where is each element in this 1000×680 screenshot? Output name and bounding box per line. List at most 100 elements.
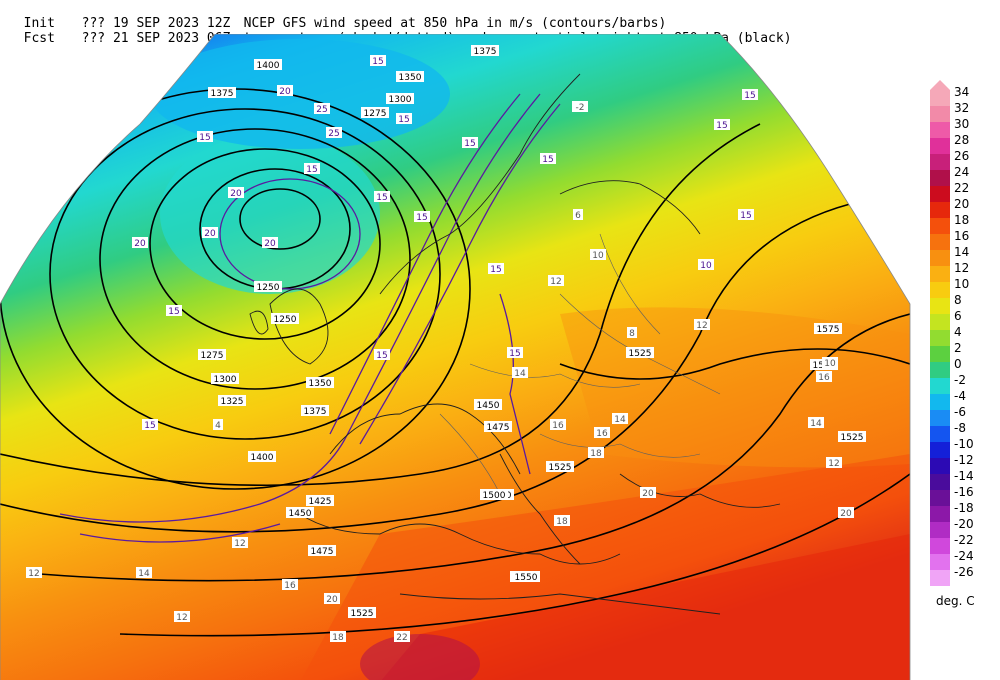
temperature-label: 14 <box>136 567 152 579</box>
height-contour-label-text: 1425 <box>309 497 332 507</box>
borders <box>439 233 721 495</box>
legend-swatch <box>930 138 950 154</box>
legend-label: 14 <box>954 245 970 259</box>
temperature-label-text: 18 <box>556 517 568 527</box>
height-contour-label-text: 1475 <box>487 423 510 433</box>
height-contour-label: 1375 <box>471 45 499 57</box>
height-contour-label: 1525 <box>838 431 866 443</box>
height-contour-label-text: 1250 <box>257 283 280 293</box>
temperature-label-text: 14 <box>810 419 822 429</box>
wind-contour-label-text: 10 <box>700 261 712 271</box>
height-contour-label: 1400 <box>254 59 282 71</box>
wind-contour-label-text: 15 <box>740 211 751 221</box>
wind-contour-label: 15 <box>507 347 523 359</box>
wind-contour-label: 15 <box>304 163 320 175</box>
temperature-label-text: 12 <box>176 613 187 623</box>
legend-label: 12 <box>954 261 970 275</box>
wind-contour-label-text: 15 <box>168 307 179 317</box>
height-contour-label: 1500 <box>480 489 508 501</box>
legend-label: 6 <box>954 309 962 323</box>
legend-swatch <box>930 298 950 314</box>
temperature-label-text: 18 <box>590 449 602 459</box>
wind-contour-label-text: 15 <box>398 115 409 125</box>
temperature-label-text: 4 <box>215 421 221 431</box>
temperature-label: 10 <box>822 357 838 369</box>
legend-swatch <box>930 330 950 346</box>
wind-contour-label: 10 <box>698 259 714 271</box>
legend-swatch <box>930 218 950 234</box>
temperature-legend: 34 32 30 28 26 24 22 20 18 16 14 12 10 8 6 4 2 0 -2 -4 -6 -8-… <box>928 80 998 586</box>
height-contour-label-text: 1525 <box>629 349 652 359</box>
legend-swatch <box>930 250 950 266</box>
height-contour-label: 1400 <box>248 451 276 463</box>
init-label: Init <box>23 16 55 31</box>
legend-label: 0 <box>954 357 962 371</box>
legend-swatch <box>930 490 950 506</box>
temperature-label-text: 12 <box>234 539 245 549</box>
legend-label: -24 <box>954 549 974 563</box>
height-contour-label-text: 1525 <box>351 609 374 619</box>
legend-label: 2 <box>954 341 962 355</box>
height-contour-label-text: 1350 <box>309 379 332 389</box>
temperature-label: 16 <box>282 579 298 591</box>
wind-contour-label: 15 <box>166 305 182 317</box>
map-area <box>0 34 910 680</box>
temperature-label-text: 10 <box>824 359 836 369</box>
height-contour-label-text: 1300 <box>389 95 412 105</box>
temperature-label: 18 <box>554 515 570 527</box>
legend-top-arrow <box>930 80 950 90</box>
wind-contour-label: 15 <box>488 263 504 275</box>
wind-contour-label-text: 25 <box>316 105 327 115</box>
legend-swatch <box>930 426 950 442</box>
temperature-label-text: 12 <box>696 321 707 331</box>
temperature-label: 16 <box>594 427 610 439</box>
legend-label: 24 <box>954 165 970 179</box>
height-contour-label: 1450 <box>286 507 314 519</box>
temperature-label: 12 <box>26 567 42 579</box>
legend-label: -8 <box>954 421 966 435</box>
temperature-label-text: 20 <box>840 509 852 519</box>
temperature-label-text: -2 <box>576 103 585 113</box>
legend-label: -12 <box>954 453 974 467</box>
cold-air-north <box>150 39 450 149</box>
wind-contour-label-text: 15 <box>376 351 387 361</box>
temperature-label-text: 20 <box>326 595 338 605</box>
height-contour-label-text: 1375 <box>211 89 234 99</box>
temperature-label: 14 <box>612 413 628 425</box>
height-contour-label: 1250 <box>271 313 299 325</box>
height-contour-label-text: 1500 <box>483 491 506 501</box>
weather-map: 1400137513751350130012751250125012751300… <box>0 34 911 680</box>
legend-swatch <box>930 90 950 106</box>
legend-swatch <box>930 410 950 426</box>
contour-labels: 1400137513751350130012751250125012751300… <box>26 45 866 643</box>
height-contour-label: 1525 <box>348 607 376 619</box>
wind-contour-label: 15 <box>414 211 430 223</box>
legend-swatch <box>930 506 950 522</box>
chart-title-line-1: NCEP GFS wind speed at 850 hPa in m/s (c… <box>243 16 667 31</box>
legend-label: 18 <box>954 213 970 227</box>
init-time: ??? 19 SEP 2023 12Z <box>81 16 231 31</box>
legend-label: 30 <box>954 117 970 131</box>
legend-label: -4 <box>954 389 966 403</box>
wind-contour-label: 20 <box>277 85 293 97</box>
legend-swatch <box>930 154 950 170</box>
temperature-label: 12 <box>694 319 710 331</box>
temperature-label-text: 16 <box>284 581 296 591</box>
height-contour-label-text: 1450 <box>289 509 312 519</box>
height-contour-label-text: 1375 <box>474 47 497 57</box>
wind-contour-label: 15 <box>714 119 730 131</box>
wind-contour-label-text: 20 <box>134 239 146 249</box>
height-contour-label-text: 1450 <box>477 401 500 411</box>
height-contour-label: 1275 <box>198 349 226 361</box>
temperature-label-text: 16 <box>552 421 564 431</box>
height-contour-label: 1350 <box>306 377 334 389</box>
height-contour-label: 1550 <box>512 571 540 583</box>
legend-label: 26 <box>954 149 970 163</box>
height-contour-label-text: 1575 <box>817 325 840 335</box>
height-contour-label: 1425 <box>306 495 334 507</box>
hot-region-south <box>380 534 910 680</box>
wind-contour-label-text: 20 <box>279 87 291 97</box>
legend-swatch <box>930 554 950 570</box>
wind-contour-label: 15 <box>540 153 556 165</box>
temperature-label-text: 12 <box>550 277 561 287</box>
